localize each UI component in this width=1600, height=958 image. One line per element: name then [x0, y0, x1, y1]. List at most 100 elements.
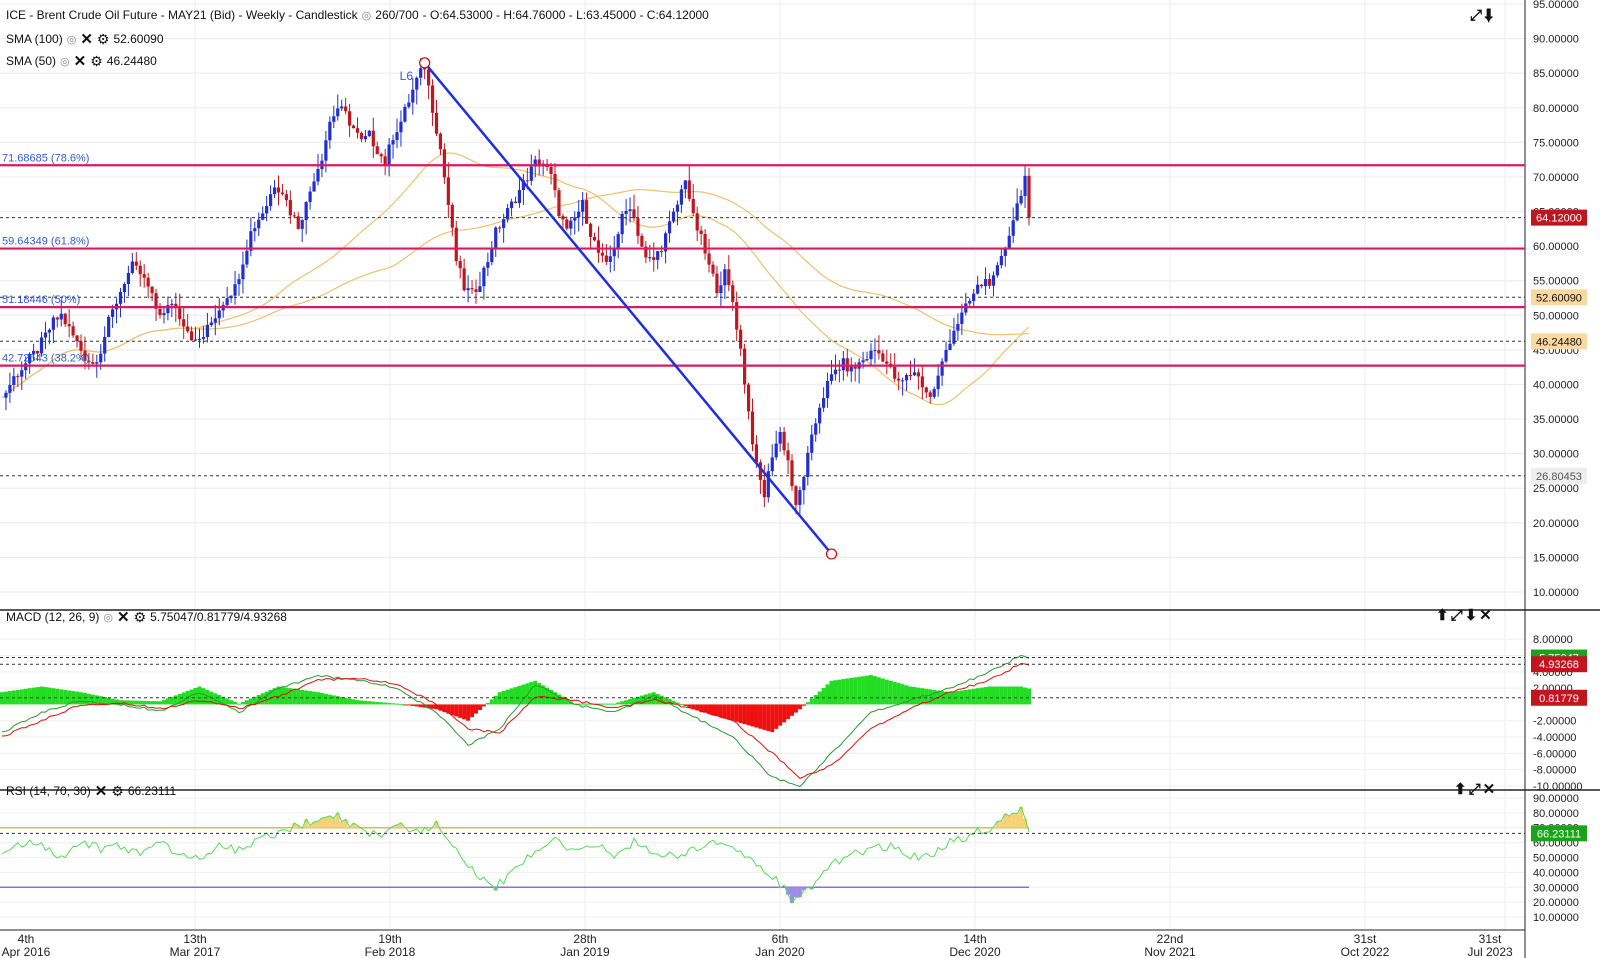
macd-histogram-bar — [703, 704, 708, 713]
candle-body — [632, 209, 636, 219]
macd-label: MACD (12, 26, 9) — [6, 610, 100, 624]
macd-value-label: 0.81779 — [1539, 693, 1579, 705]
candle-body — [746, 384, 751, 412]
candle-body — [107, 316, 111, 337]
candle-body — [794, 486, 798, 505]
candle-body — [829, 374, 834, 381]
close-icon[interactable]: ✕ — [116, 609, 130, 626]
macd-panel-controls: ⬆⤢⬇✕ — [1436, 606, 1494, 624]
arrow-up-icon[interactable]: ⬆ — [1454, 781, 1469, 798]
macd-histogram-bar — [821, 687, 826, 705]
gear-icon[interactable]: ⚙ — [90, 52, 103, 69]
candle-body — [968, 300, 972, 304]
arrow-up-icon[interactable]: ⬆ — [1436, 607, 1451, 624]
macd-histogram-bar — [718, 704, 723, 718]
macd-histogram-bar — [612, 703, 617, 705]
macd-histogram-bar — [284, 687, 289, 705]
candle-body — [103, 336, 107, 354]
macd-histogram-bar — [276, 686, 281, 705]
arrow-down-icon[interactable]: ⬇ — [1464, 607, 1480, 624]
candle-body — [312, 181, 316, 192]
candle-body — [336, 108, 340, 117]
close-icon[interactable]: ✕ — [80, 31, 93, 48]
rsi-overbought-fill — [335, 812, 340, 828]
candle-body — [304, 202, 308, 221]
macd-histogram-bar — [347, 698, 352, 705]
macd-histogram-bar — [790, 704, 794, 716]
macd-line — [1, 654, 1030, 788]
time-axis-tick: 22nd — [1157, 932, 1184, 946]
price-axis-tick: 35.00000 — [1533, 414, 1579, 426]
candle-body — [249, 231, 253, 251]
close-icon[interactable]: ✕ — [73, 53, 87, 70]
eye-icon[interactable]: ◎ — [103, 611, 113, 624]
expand-icon[interactable]: ⤢ — [1468, 781, 1483, 798]
candle-body — [723, 269, 727, 286]
macd-legend: MACD (12, 26, 9) ◎ ✕ ⚙ 5.75047/0.81779/4… — [6, 608, 287, 627]
trendline-label: L6 — [400, 69, 414, 83]
eye-icon[interactable]: ◎ — [66, 33, 77, 46]
candle-body — [912, 372, 917, 376]
close-icon[interactable]: ✕ — [1479, 607, 1494, 624]
macd-value: 5.75047/0.81779/4.93268 — [150, 610, 287, 624]
macd-histogram-bar — [675, 702, 680, 705]
macd-histogram-bar — [699, 704, 704, 712]
time-axis-tick: 31st — [1479, 932, 1502, 946]
candle-body — [1027, 175, 1031, 218]
candle-body — [32, 350, 36, 354]
time-axis-tick: Apr 2016 — [2, 945, 51, 958]
candle-body — [758, 462, 762, 480]
candle-body — [399, 121, 403, 133]
close-icon[interactable]: ✕ — [1482, 781, 1498, 798]
candle-body — [296, 216, 300, 229]
candle-body — [525, 180, 529, 182]
candle-body — [774, 443, 778, 458]
macd-histogram-bar — [920, 688, 925, 705]
rsi-axis-tick: 50.00000 — [1533, 853, 1579, 865]
arrow-down-icon[interactable]: ⬇ — [1484, 7, 1496, 24]
candle-body — [466, 288, 470, 291]
rsi-axis-tick: 30.00000 — [1533, 882, 1579, 894]
eye-icon[interactable]: ◎ — [60, 55, 70, 68]
macd-axis-tick: -8.00000 — [1533, 765, 1576, 777]
candle-body — [778, 431, 782, 444]
macd-histogram-bar — [387, 702, 392, 705]
macd-histogram-bar — [406, 704, 411, 706]
candle-body — [474, 289, 478, 292]
candle-body — [225, 298, 229, 306]
candle-body — [229, 295, 233, 299]
macd-histogram-bar — [639, 695, 644, 705]
macd-histogram-bar — [770, 704, 775, 733]
candle-body — [403, 106, 407, 122]
expand-icon[interactable]: ⤢ — [1470, 7, 1485, 24]
expand-icon[interactable]: ⤢ — [1450, 607, 1465, 624]
close-icon[interactable]: ✕ — [94, 783, 108, 800]
sma50-value: 46.24480 — [106, 54, 157, 68]
macd-histogram-bar — [782, 704, 787, 723]
macd-axis-tick: -4.00000 — [1533, 732, 1576, 744]
candle-body — [533, 159, 537, 167]
macd-histogram-bar — [248, 698, 253, 705]
candle-body — [344, 106, 348, 112]
candle-body — [494, 227, 498, 250]
rsi-overbought-fill — [391, 826, 396, 828]
macd-histogram-bar — [126, 700, 131, 705]
macd-histogram-bar — [244, 700, 249, 705]
eye-icon[interactable]: ◎ — [361, 9, 372, 22]
candle-body — [367, 130, 371, 137]
price-axis-tick: 85.00000 — [1533, 68, 1579, 80]
macd-histogram-bar — [900, 684, 905, 705]
gear-icon[interactable]: ⚙ — [96, 30, 110, 47]
candle-body — [980, 284, 984, 287]
candle-body — [233, 284, 237, 296]
gear-icon[interactable]: ⚙ — [133, 608, 147, 625]
candle-body — [146, 277, 150, 287]
candle-body — [351, 125, 356, 129]
candle-body — [257, 219, 261, 229]
macd-histogram-bar — [43, 687, 48, 705]
gear-icon[interactable]: ⚙ — [111, 782, 124, 799]
macd-histogram-bar — [161, 699, 166, 705]
candle-body — [853, 366, 857, 369]
candle-body — [940, 361, 944, 376]
